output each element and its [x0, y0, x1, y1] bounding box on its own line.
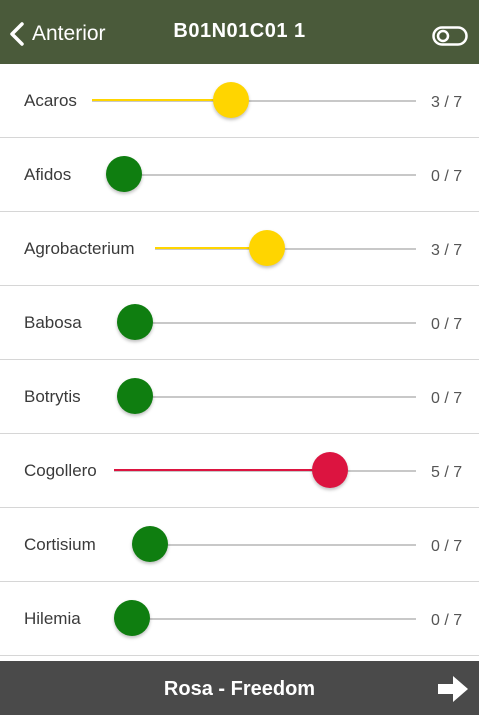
slider-fill	[114, 469, 330, 471]
list-item: Afidos 0 / 7	[0, 138, 479, 212]
slider-track	[117, 322, 416, 324]
list-item: Babosa 0 / 7	[0, 286, 479, 360]
severity-slider[interactable]	[92, 64, 416, 137]
slider-thumb[interactable]	[114, 600, 150, 636]
list-item: Acaros 3 / 7	[0, 64, 479, 138]
slider-thumb[interactable]	[248, 230, 285, 266]
severity-slider[interactable]	[117, 360, 416, 433]
item-count: 3 / 7	[431, 93, 463, 111]
item-label: Babosa	[24, 312, 82, 332]
item-count: 0 / 7	[431, 167, 463, 185]
slider-track	[106, 174, 416, 176]
slider-track	[117, 396, 416, 398]
severity-slider[interactable]	[132, 508, 416, 581]
item-label: Afidos	[24, 164, 72, 184]
slider-fill	[92, 99, 231, 101]
item-count: 3 / 7	[431, 241, 463, 259]
slider-track	[114, 470, 416, 472]
slider-track	[114, 618, 416, 620]
slider-thumb[interactable]	[106, 156, 142, 192]
back-button[interactable]: Anterior	[8, 14, 106, 54]
severity-slider[interactable]	[106, 138, 416, 211]
pest-list: Acaros 3 / 7 Afidos 0 / 7 Agrobacterium …	[0, 64, 479, 656]
item-count: 0 / 7	[431, 611, 463, 629]
list-item: Cortisium 0 / 7	[0, 508, 479, 582]
list-item: Agrobacterium 3 / 7	[0, 212, 479, 286]
page-title: B01N01C01 1	[173, 20, 306, 42]
top-navbar: Anterior B01N01C01 1	[0, 0, 479, 64]
item-count: 5 / 7	[431, 463, 463, 481]
item-count: 0 / 7	[431, 389, 463, 407]
arrow-right-icon[interactable]	[436, 673, 470, 705]
slider-thumb[interactable]	[117, 378, 153, 414]
list-item: Botrytis 0 / 7	[0, 360, 479, 434]
list-item: Cogollero 5 / 7	[0, 434, 479, 508]
item-label: Botrytis	[24, 386, 81, 406]
item-label: Cogollero	[24, 460, 97, 480]
chevron-left-icon	[10, 22, 24, 46]
item-label: Cortisium	[24, 534, 96, 554]
severity-slider[interactable]	[117, 286, 416, 359]
slider-thumb[interactable]	[311, 452, 348, 488]
list-item: Hilemia 0 / 7	[0, 582, 479, 656]
slider-track	[92, 100, 416, 102]
slider-track	[132, 544, 416, 546]
severity-slider[interactable]	[155, 212, 416, 285]
item-label: Acaros	[24, 90, 77, 110]
slider-thumb[interactable]	[117, 304, 153, 340]
slider-thumb[interactable]	[212, 82, 249, 118]
bottom-bar: Rosa - Freedom	[0, 661, 479, 715]
slider-track	[155, 248, 416, 250]
item-count: 0 / 7	[431, 315, 463, 333]
back-button-label: Anterior	[32, 22, 106, 45]
item-label: Hilemia	[24, 608, 81, 628]
item-label: Agrobacterium	[24, 238, 135, 258]
toggle-icon[interactable]	[432, 25, 468, 47]
slider-thumb[interactable]	[132, 526, 168, 562]
variety-title: Rosa - Freedom	[163, 678, 316, 700]
severity-slider[interactable]	[114, 434, 416, 507]
item-count: 0 / 7	[431, 537, 463, 555]
severity-slider[interactable]	[114, 582, 416, 655]
slider-fill	[155, 247, 267, 249]
